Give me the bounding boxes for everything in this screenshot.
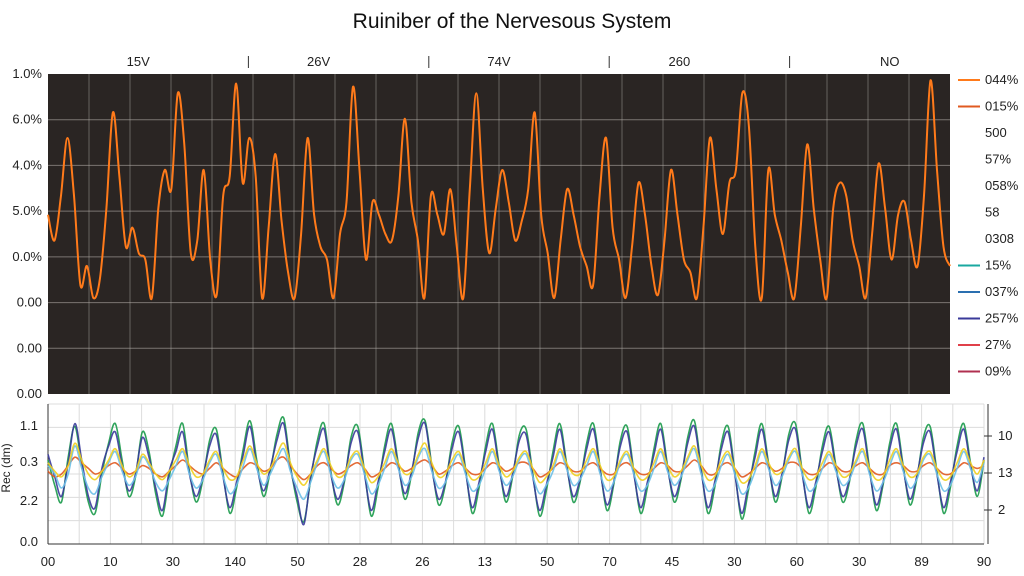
top-header-label: 260	[669, 54, 691, 69]
bottom-xtick-label: 70	[602, 554, 616, 569]
chart-title: Ruiniber of the Nervesous System	[352, 10, 672, 33]
legend-entry: 0308	[985, 231, 1014, 246]
bottom-left-ytick-label: 0.0	[20, 534, 38, 549]
top-ytick-label: 6.0%	[12, 112, 42, 127]
bottom-xtick-label: 45	[665, 554, 679, 569]
top-header-label: 15V	[127, 54, 150, 69]
bottom-xtick-label: 30	[727, 554, 741, 569]
top-ytick-label: 0.00	[17, 386, 42, 401]
bottom-series-line	[47, 445, 985, 501]
bottom-right-ytick-label: 2	[998, 502, 1005, 517]
top-ytick-label: 0.0%	[12, 249, 42, 264]
bottom-series-line	[47, 442, 985, 486]
legend-entry: 15%	[985, 258, 1011, 273]
bottom-left-ytick-label: 1.1	[20, 418, 38, 433]
top-header-label: 26V	[307, 54, 330, 69]
bottom-xtick-label: 50	[540, 554, 554, 569]
bottom-xtick-label: 89	[914, 554, 928, 569]
top-ytick-label: 1.0%	[12, 66, 42, 81]
legend-entry: 27%	[985, 337, 1011, 352]
top-header-label: NO	[880, 54, 900, 69]
bottom-right-ytick-label: 13	[998, 465, 1012, 480]
bottom-xtick-label: 50	[290, 554, 304, 569]
top-ytick-label: 0.00	[17, 340, 42, 355]
bottom-xtick-label: 30	[852, 554, 866, 569]
bottom-left-axis-label: Rec (dm)	[0, 443, 13, 492]
top-header-label: 74V	[487, 54, 510, 69]
bottom-left-ytick-label: 2.2	[20, 493, 38, 508]
legend-entry: 037%	[985, 284, 1019, 299]
bottom-xtick-label: 140	[224, 554, 246, 569]
top-ytick-label: 5.0%	[12, 203, 42, 218]
legend: 044% 015% 500 57% 058% 58 0308 15% 037% 257% 27% 09…	[958, 72, 1019, 379]
bottom-xtick-label: 10	[103, 554, 117, 569]
legend-entry: 044%	[985, 72, 1019, 87]
top-ytick-label: 0.00	[17, 295, 42, 310]
bottom-xtick-label: 60	[790, 554, 804, 569]
top-series-line	[47, 79, 951, 302]
legend-entry: 500	[985, 125, 1007, 140]
bottom-xtick-label: 30	[166, 554, 180, 569]
bottom-panel: 1.1 0.3 2.2 0.0 Rec (dm) 10 13 2 00 10 30 140 50 28 26…	[0, 403, 1012, 569]
bottom-xtick-label: 13	[478, 554, 492, 569]
top-panel: 1.0% 6.0% 4.0% 5.0% 0.0% 0.00 0.00 0.00 15V 26V 74…	[12, 54, 951, 401]
legend-entry: 57%	[985, 152, 1011, 167]
legend-entry: 058%	[985, 178, 1019, 193]
legend-entry: 09%	[985, 364, 1011, 379]
legend-entry: 257%	[985, 311, 1019, 326]
legend-entry: 015%	[985, 99, 1019, 114]
bottom-xtick-label: 90	[977, 554, 991, 569]
bottom-xtick-label: 28	[353, 554, 367, 569]
bottom-xtick-label: 00	[41, 554, 55, 569]
bottom-xtick-label: 26	[415, 554, 429, 569]
top-ytick-label: 4.0%	[12, 157, 42, 172]
legend-entry: 58	[985, 205, 999, 220]
bottom-right-ytick-label: 10	[998, 428, 1012, 443]
bottom-left-ytick-label: 0.3	[20, 454, 38, 469]
